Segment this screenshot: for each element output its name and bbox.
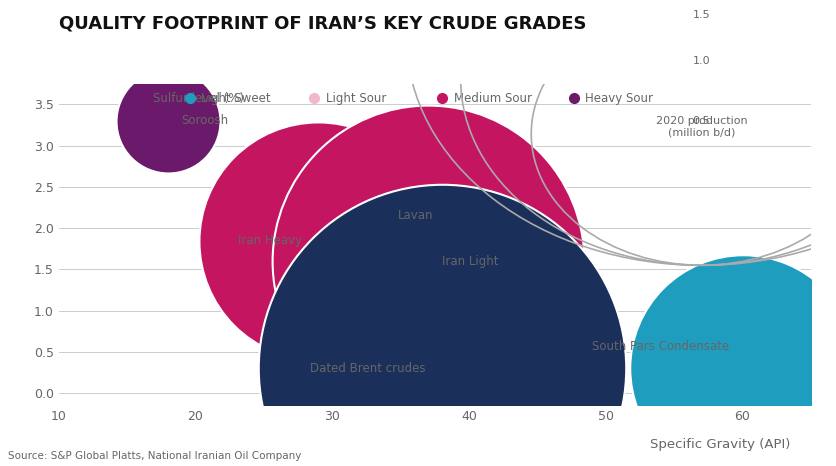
Text: South Pars Condensate: South Pars Condensate [592,340,729,353]
Text: Medium Sour: Medium Sour [453,92,532,105]
Text: 0.5: 0.5 [693,116,711,126]
Point [161,117,175,125]
Text: Iran Light: Iran Light [441,254,498,267]
Text: 1.5: 1.5 [693,10,711,20]
Text: Dated Brent crudes: Dated Brent crudes [309,362,426,375]
Text: 1.0: 1.0 [693,56,711,66]
Text: 2020 production
(million b/d): 2020 production (million b/d) [655,116,747,137]
Text: Sulfur level (%): Sulfur level (%) [152,92,243,105]
X-axis label: Specific Gravity (API): Specific Gravity (API) [650,438,791,451]
Text: QUALITY FOOTPRINT OF IRAN’S KEY CRUDE GRADES: QUALITY FOOTPRINT OF IRAN’S KEY CRUDE GR… [59,14,586,32]
Text: Iran Heavy: Iran Heavy [238,234,302,247]
Text: Heavy Sour: Heavy Sour [585,92,653,105]
Text: Light Sweet: Light Sweet [201,92,271,105]
Point [312,237,325,244]
Point [421,257,435,265]
Text: Light Sour: Light Sour [326,92,386,105]
Point [435,364,448,372]
Text: Soroosh: Soroosh [181,115,229,128]
Text: Lavan: Lavan [398,209,433,222]
Point [380,225,394,232]
Point [736,364,749,372]
Text: Source: S&P Global Platts, National Iranian Oil Company: Source: S&P Global Platts, National Iran… [8,452,302,461]
